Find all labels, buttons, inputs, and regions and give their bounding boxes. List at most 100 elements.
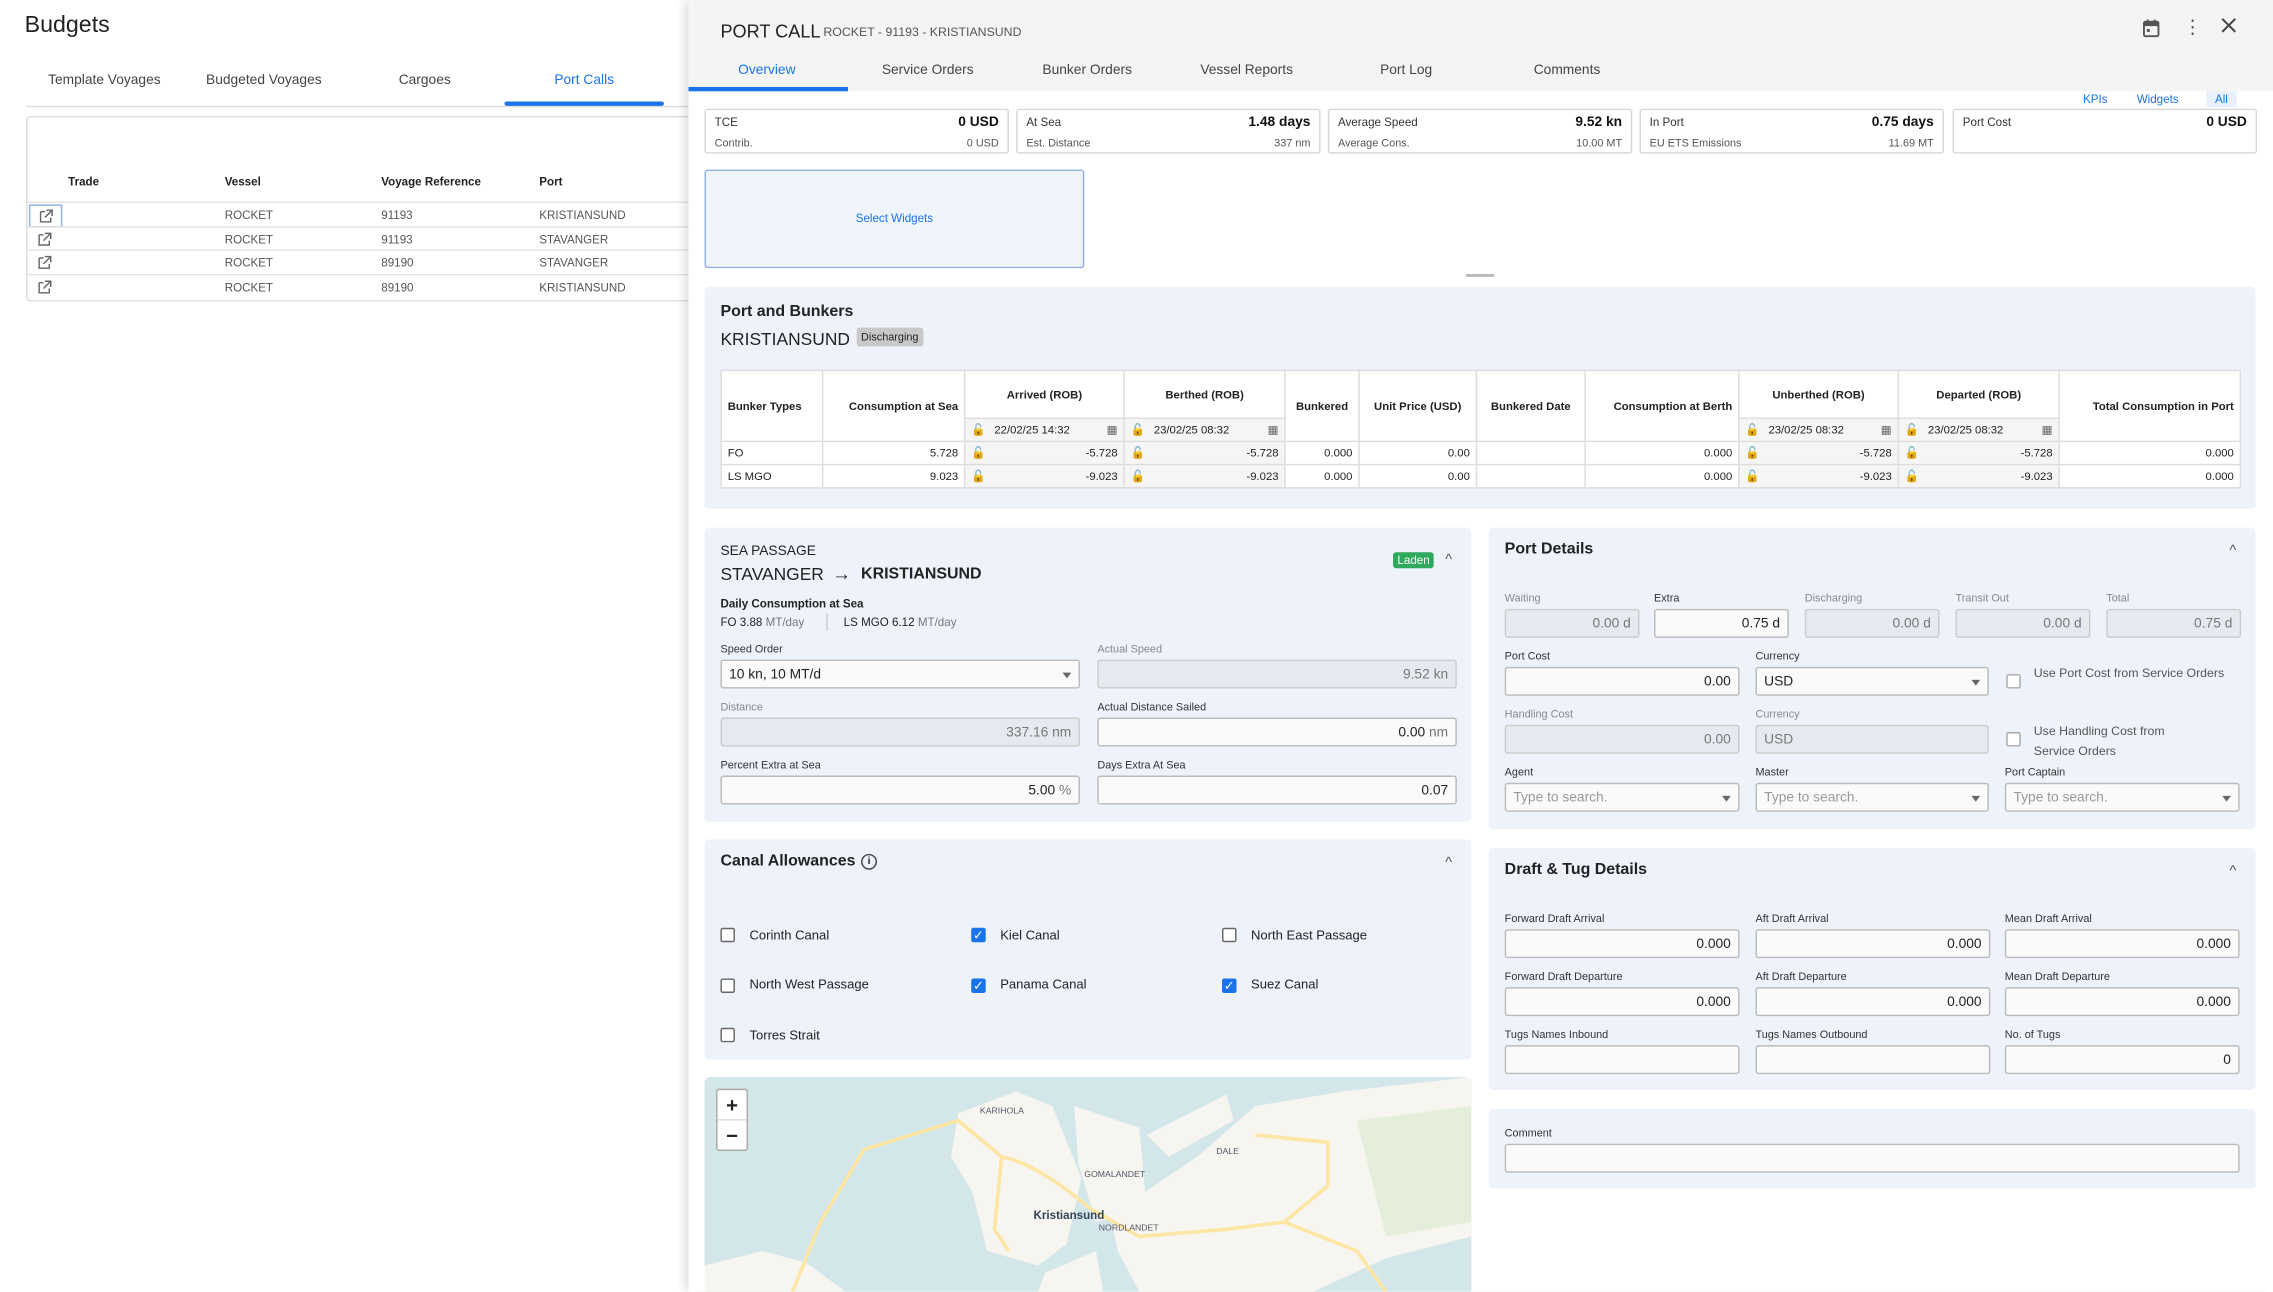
north-west-passage-checkbox[interactable] [720, 977, 735, 993]
select-widgets-box[interactable]: Select Widgets [704, 169, 1085, 269]
lock-icon[interactable]: 🔓 [1745, 423, 1760, 437]
north-west-passage-label[interactable]: North West Passage [749, 977, 869, 992]
lock-icon[interactable]: 🔓 [1745, 446, 1760, 460]
tab-port-calls[interactable]: Port Calls [554, 72, 615, 89]
chevron-up-icon[interactable]: ^ [2229, 543, 2237, 560]
tab-vessel-reports[interactable]: Vessel Reports [1200, 62, 1293, 79]
chevron-up-icon[interactable]: ^ [1445, 552, 1453, 569]
cell[interactable]: 🔓 -9.023 [1738, 463, 1899, 489]
agent-search-select[interactable]: Type to search. [1504, 782, 1740, 812]
date-cell[interactable]: 🔓 22/02/25 14:32 ▦ [963, 417, 1125, 443]
table-row[interactable]: ROCKET 91193 STAVANGER [27, 225, 695, 250]
forward-draft-arrival-input[interactable]: 0.000 [1504, 929, 1740, 959]
master-search-select[interactable]: Type to search. [1755, 782, 1989, 812]
torres-strait-label[interactable]: Torres Strait [749, 1027, 820, 1042]
col-trade[interactable]: Trade [68, 175, 100, 189]
tab-service-orders[interactable]: Service Orders [881, 62, 974, 79]
lock-icon[interactable]: 🔓 [1904, 423, 1920, 437]
chevron-up-icon[interactable]: ^ [1445, 855, 1453, 872]
col-vessel[interactable]: Vessel [224, 175, 261, 189]
suez-canal-label[interactable]: Suez Canal [1251, 977, 1319, 992]
comment-input[interactable] [1504, 1143, 2240, 1173]
port-cost-input[interactable]: 0.00 [1504, 666, 1740, 696]
north-east-passage-checkbox[interactable] [1222, 927, 1237, 943]
no-of-tugs-input[interactable]: 0 [2004, 1045, 2240, 1075]
col-voyage-reference[interactable]: Voyage Reference [381, 175, 481, 189]
cell[interactable]: 🔓 -5.728 [1897, 440, 2060, 466]
select-widgets-link[interactable]: Select Widgets [855, 211, 934, 225]
map[interactable]: KARIHOLA GOMALANDET DALE Kristiansund NO… [704, 1077, 1472, 1292]
corinth-canal-checkbox[interactable] [720, 927, 735, 943]
torres-strait-checkbox[interactable] [720, 1027, 735, 1043]
north-east-passage-label[interactable]: North East Passage [1251, 927, 1368, 942]
close-icon[interactable] [2221, 17, 2237, 36]
calendar-icon[interactable]: ▦ [1880, 423, 1892, 437]
lock-icon[interactable]: 🔓 [1130, 446, 1146, 460]
table-row[interactable]: ROCKET 89190 KRISTIANSUND [27, 273, 695, 298]
lock-icon[interactable]: 🔓 [1745, 469, 1760, 483]
toggle-widgets[interactable]: Widgets [2136, 92, 2179, 106]
resize-handle[interactable] [1465, 273, 1495, 277]
toggle-kpis[interactable]: KPIs [2083, 92, 2108, 106]
lock-icon[interactable]: 🔓 [1130, 423, 1146, 437]
lock-icon[interactable]: 🔓 [1904, 446, 1920, 460]
lock-icon[interactable]: 🔓 [1130, 469, 1146, 483]
tab-bunker-orders[interactable]: Bunker Orders [1042, 62, 1132, 79]
forward-draft-departure-input[interactable]: 0.000 [1504, 987, 1740, 1017]
calendar-icon[interactable]: ▦ [1106, 423, 1118, 437]
calendar-icon[interactable]: ▦ [1267, 423, 1279, 437]
days-extra-input[interactable]: 0.07 [1097, 775, 1457, 805]
lock-icon[interactable]: 🔓 [1904, 469, 1920, 483]
lock-icon[interactable]: 🔓 [971, 423, 986, 437]
zoom-in-button[interactable]: + [717, 1090, 747, 1121]
tab-budgeted-voyages[interactable]: Budgeted Voyages [206, 72, 322, 89]
cell[interactable]: 🔓 -5.728 [1738, 440, 1899, 466]
kiel-canal-checkbox[interactable]: ✓ [971, 927, 986, 943]
lock-icon[interactable]: 🔓 [971, 469, 986, 483]
cell[interactable]: 🔓 -9.023 [1897, 463, 2060, 489]
use-handling-cost-checkbox[interactable] [2006, 732, 2021, 747]
date-cell[interactable]: 🔓 23/02/25 08:32 ▦ [1738, 417, 1899, 443]
chevron-up-icon[interactable]: ^ [2229, 863, 2237, 880]
port-captain-search-select[interactable]: Type to search. [2004, 782, 2240, 812]
table-row[interactable]: ROCKET 89190 STAVANGER [27, 249, 695, 274]
zoom-out-button[interactable]: − [726, 1123, 738, 1147]
more-vert-icon[interactable]: ⋮ [2183, 15, 2202, 38]
tugs-names-inbound-input[interactable] [1504, 1045, 1740, 1075]
cell[interactable]: 🔓 -9.023 [963, 463, 1125, 489]
info-icon[interactable]: i [861, 853, 878, 870]
tugs-names-outbound-input[interactable] [1755, 1045, 1991, 1075]
calendar-icon[interactable] [2143, 19, 2160, 41]
col-port[interactable]: Port [539, 175, 563, 189]
extra-input[interactable]: 0.75 d [1653, 608, 1789, 638]
open-in-new-icon[interactable] [29, 276, 59, 296]
toggle-all[interactable]: All [2206, 91, 2237, 108]
currency-select[interactable]: USD [1755, 666, 1989, 696]
tab-comments[interactable]: Comments [1533, 62, 1601, 79]
open-in-new-icon[interactable] [28, 204, 63, 228]
lock-icon[interactable]: 🔓 [971, 446, 986, 460]
aft-draft-departure-input[interactable]: 0.000 [1755, 987, 1991, 1017]
tab-overview[interactable]: Overview [738, 62, 796, 79]
tab-template-voyages[interactable]: Template Voyages [48, 72, 161, 89]
cell[interactable]: 🔓 -9.023 [1123, 463, 1286, 489]
open-in-new-icon[interactable] [29, 252, 59, 272]
kiel-canal-label[interactable]: Kiel Canal [1000, 927, 1060, 942]
table-row[interactable]: ROCKET 91193 KRISTIANSUND [27, 201, 695, 228]
date-cell[interactable]: 🔓 23/02/25 08:32 ▦ [1123, 417, 1286, 443]
map-canvas[interactable]: KARIHOLA GOMALANDET DALE Kristiansund NO… [704, 1077, 1472, 1292]
panama-canal-label[interactable]: Panama Canal [1000, 977, 1087, 992]
open-in-new-icon[interactable] [29, 228, 59, 248]
calendar-icon[interactable]: ▦ [2041, 423, 2053, 437]
date-cell[interactable]: 🔓 23/02/25 08:32 ▦ [1897, 417, 2060, 443]
tab-cargoes[interactable]: Cargoes [398, 72, 451, 89]
aft-draft-arrival-input[interactable]: 0.000 [1755, 929, 1991, 959]
mean-draft-arrival-input[interactable]: 0.000 [2004, 929, 2240, 959]
mean-draft-departure-input[interactable]: 0.000 [2004, 987, 2240, 1017]
use-port-cost-checkbox[interactable] [2006, 674, 2021, 689]
suez-canal-checkbox[interactable]: ✓ [1222, 977, 1237, 993]
speed-order-select[interactable]: 10 kn, 10 MT/d [720, 659, 1080, 689]
panama-canal-checkbox[interactable]: ✓ [971, 977, 986, 993]
corinth-canal-label[interactable]: Corinth Canal [749, 927, 830, 942]
percent-extra-input[interactable]: 5.00 % [720, 775, 1080, 805]
